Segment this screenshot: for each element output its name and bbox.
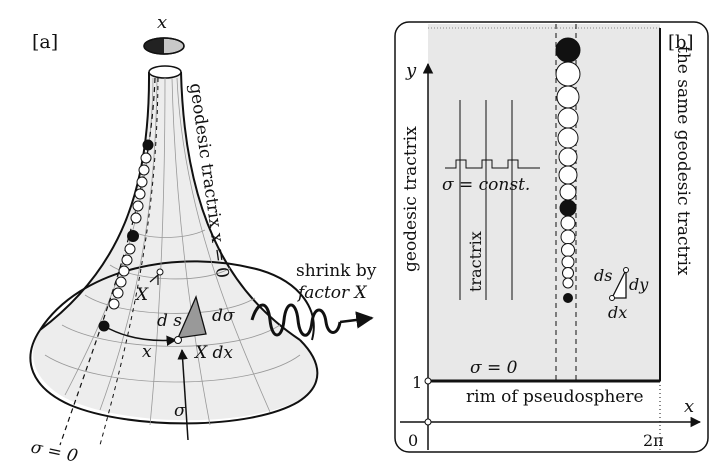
X-marker (149, 273, 159, 285)
horn-right-edge (180, 71, 301, 341)
horn-back-rim (39, 260, 315, 341)
bead-column (555, 37, 581, 303)
ds-triangle (176, 295, 207, 339)
right-label: the same geodesic tractrix (673, 46, 693, 276)
panel-a-label: [a] (32, 31, 58, 53)
sigma-zero-line (59, 77, 156, 446)
top-x-label: x (157, 12, 167, 33)
x-axis-label: x (684, 396, 694, 417)
left-label: geodesic tractrix (401, 126, 421, 272)
dy-label-b: dy (629, 275, 649, 294)
shrink-line2: factor X (296, 283, 368, 303)
sigma-label: σ (174, 401, 186, 421)
tractrix-label: tractrix (466, 231, 485, 292)
tick-2pi: 2π (643, 431, 664, 450)
Xdx-label: X dx (193, 343, 233, 363)
pseudosphere-surface (33, 70, 317, 421)
panel-b-label: [b] (668, 32, 694, 53)
bead-chain (98, 139, 154, 332)
ds-triangle-b (610, 269, 627, 299)
dx-label-b: dx (608, 303, 627, 322)
horn-top-rim (148, 65, 182, 79)
shrink-wave (250, 303, 342, 337)
tick-1: 1 (412, 373, 422, 392)
shrink-line1: shrink by (296, 261, 377, 281)
horn-rim (29, 329, 319, 425)
horn-left-edge (39, 71, 151, 331)
tick-0: 0 (408, 431, 418, 450)
x-arc-arrow (103, 325, 178, 346)
strip-area (428, 24, 660, 380)
X-label: X (134, 285, 149, 305)
sigma-const-label: σ = const. (442, 175, 530, 195)
rotation-disc-icon (143, 37, 185, 55)
dsigma-label: dσ (212, 306, 235, 326)
geodesic-dashed (99, 77, 159, 446)
sigma-zero-label: σ = 0 (29, 437, 80, 466)
panel-a: [a] x (29, 12, 377, 467)
y-axis-label: y (405, 60, 417, 81)
sigma-arrow (177, 348, 189, 441)
panel-b: [b] y x 1 0 2π σ = 0 rim of pseudosphere… (394, 21, 709, 453)
shrink-arrow (339, 311, 374, 329)
ds-label-b: ds (594, 266, 612, 285)
rim-label: rim of pseudosphere (466, 387, 644, 407)
sigma0-label: σ = 0 (470, 358, 518, 378)
ds-label: d s (157, 311, 182, 331)
sigma-const-lines (445, 100, 540, 300)
x-arrow-label: x (142, 342, 152, 362)
